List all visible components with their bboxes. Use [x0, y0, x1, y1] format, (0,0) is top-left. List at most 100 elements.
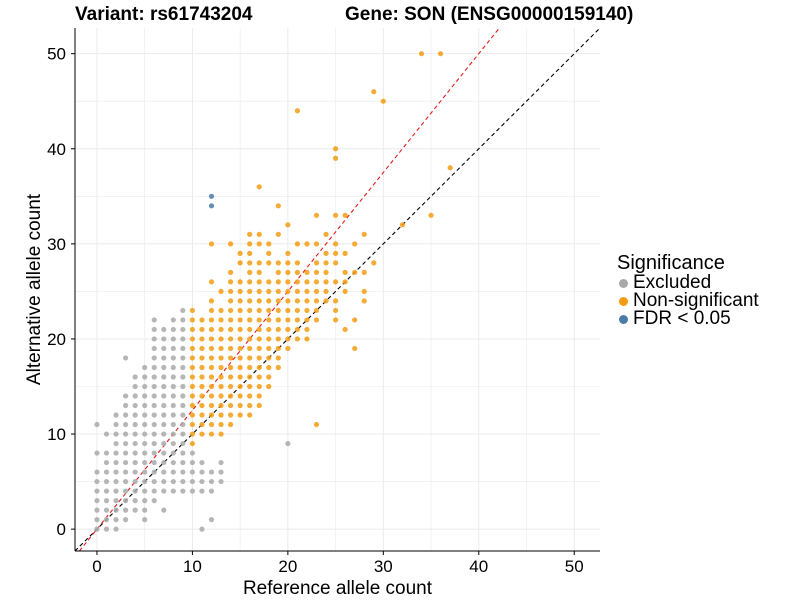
data-point-excluded — [180, 450, 186, 456]
data-point-non-significant — [256, 317, 262, 323]
variant-title: Variant: rs61743204 — [75, 4, 253, 25]
data-point-non-significant — [342, 279, 348, 285]
data-point-excluded — [151, 336, 157, 342]
data-point-non-significant — [266, 288, 272, 295]
data-point-excluded — [142, 450, 148, 456]
data-point-non-significant — [313, 260, 320, 266]
data-point-non-significant — [208, 307, 215, 314]
data-point-non-significant — [304, 288, 310, 295]
data-point-fdr-0-05 — [208, 193, 215, 199]
data-point-non-significant — [208, 336, 215, 342]
data-point-excluded — [189, 450, 196, 456]
data-point-non-significant — [227, 412, 234, 418]
y-tick-label: 40 — [47, 140, 66, 159]
data-point-excluded — [189, 459, 196, 466]
data-point-non-significant — [189, 393, 196, 399]
data-point-non-significant — [256, 402, 262, 409]
data-point-excluded — [218, 469, 224, 475]
data-point-non-significant — [285, 336, 291, 342]
data-point-non-significant — [285, 288, 291, 295]
data-point-excluded — [180, 402, 186, 409]
data-point-non-significant — [313, 421, 320, 428]
data-point-non-significant — [256, 383, 262, 390]
data-point-excluded — [170, 402, 176, 409]
data-point-fdr-0-05 — [208, 203, 215, 209]
data-point-excluded — [103, 478, 110, 485]
data-point-non-significant — [237, 364, 243, 371]
data-point-excluded — [151, 469, 157, 475]
data-point-non-significant — [323, 269, 329, 275]
data-point-non-significant — [208, 364, 215, 371]
data-point-excluded — [94, 478, 100, 485]
data-point-non-significant — [313, 288, 320, 295]
data-point-non-significant — [227, 355, 234, 361]
data-point-excluded — [122, 412, 129, 418]
data-point-excluded — [132, 402, 138, 409]
data-point-excluded — [94, 526, 100, 532]
data-point-excluded — [113, 498, 119, 504]
data-point-excluded — [161, 383, 167, 390]
data-point-non-significant — [189, 431, 196, 437]
data-point-excluded — [180, 383, 186, 390]
data-point-non-significant — [199, 412, 205, 418]
data-point-non-significant — [342, 269, 348, 275]
data-point-non-significant — [313, 317, 320, 323]
data-point-non-significant — [313, 307, 320, 314]
data-point-non-significant — [247, 279, 253, 285]
data-point-non-significant — [247, 231, 253, 237]
data-point-excluded — [122, 498, 129, 504]
data-point-non-significant — [361, 288, 367, 295]
data-point-non-significant — [208, 241, 215, 247]
data-point-non-significant — [208, 374, 215, 380]
data-point-non-significant — [447, 165, 453, 171]
data-point-non-significant — [285, 317, 291, 323]
data-point-excluded — [151, 393, 157, 399]
data-point-non-significant — [218, 364, 224, 371]
data-point-non-significant — [256, 374, 262, 380]
data-point-excluded — [132, 469, 138, 475]
data-point-excluded — [151, 317, 157, 323]
data-point-non-significant — [275, 288, 281, 295]
data-point-non-significant — [323, 288, 329, 295]
data-point-excluded — [142, 393, 148, 399]
data-point-excluded — [161, 459, 167, 466]
data-point-non-significant — [189, 412, 196, 418]
data-point-excluded — [142, 431, 148, 437]
data-point-non-significant — [323, 260, 329, 266]
data-point-excluded — [113, 469, 119, 475]
data-point-non-significant — [189, 402, 196, 409]
data-point-non-significant — [208, 402, 215, 409]
data-point-excluded — [180, 374, 186, 380]
data-point-non-significant — [218, 402, 224, 409]
data-point-non-significant — [189, 364, 196, 371]
data-point-excluded — [180, 421, 186, 428]
data-point-excluded — [113, 517, 119, 523]
data-point-non-significant — [418, 51, 425, 57]
data-point-non-significant — [256, 279, 262, 285]
data-point-excluded — [180, 307, 186, 314]
data-point-non-significant — [237, 317, 243, 323]
data-point-non-significant — [199, 402, 205, 409]
data-point-non-significant — [247, 355, 253, 361]
data-point-excluded — [151, 459, 157, 466]
data-point-excluded — [142, 488, 148, 494]
data-point-excluded — [132, 421, 138, 428]
data-point-excluded — [113, 507, 119, 513]
data-point-excluded — [113, 450, 119, 456]
data-point-non-significant — [247, 393, 253, 399]
data-point-non-significant — [247, 326, 253, 333]
data-point-non-significant — [199, 345, 205, 352]
data-point-excluded — [170, 450, 176, 456]
data-point-non-significant — [332, 241, 339, 247]
data-point-excluded — [151, 326, 157, 333]
data-point-non-significant — [208, 431, 215, 437]
data-point-excluded — [170, 355, 176, 361]
data-point-excluded — [122, 421, 129, 428]
data-point-excluded — [151, 440, 157, 447]
data-point-non-significant — [313, 298, 320, 304]
data-point-non-significant — [304, 317, 310, 323]
data-point-excluded — [151, 450, 157, 456]
data-point-non-significant — [247, 307, 253, 314]
data-point-excluded — [142, 402, 148, 409]
